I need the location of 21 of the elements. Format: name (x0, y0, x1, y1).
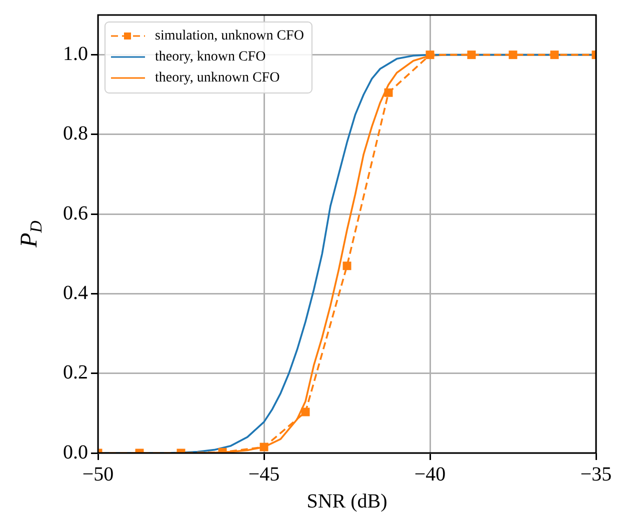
legend-label: theory, known CFO (155, 50, 266, 65)
x-axis-title: SNR (dB) (306, 490, 388, 512)
point (550, 50, 559, 60)
y-axis-title: PD (16, 220, 46, 248)
y-tick-label: 0.4 (63, 282, 88, 304)
point (467, 50, 476, 60)
y-tick-label: 0.6 (63, 202, 88, 224)
x-tick-label: −35 (580, 463, 612, 486)
point (384, 88, 393, 97)
point (508, 50, 518, 60)
y-tick-label: 0.0 (63, 441, 88, 464)
y-tick-label: 1.0 (63, 43, 88, 66)
x-tick-label: −40 (414, 463, 446, 486)
y-tick-label: 0.8 (63, 122, 88, 145)
legend-label: theory, unknown CFO (155, 70, 280, 86)
point (426, 50, 434, 60)
point (342, 262, 352, 270)
legend-label: simulation, unknown CFO (155, 28, 304, 44)
x-tick-label: −45 (248, 463, 280, 486)
x-tick-label: −50 (82, 463, 114, 486)
y-tick-label: 0.2 (63, 362, 88, 384)
